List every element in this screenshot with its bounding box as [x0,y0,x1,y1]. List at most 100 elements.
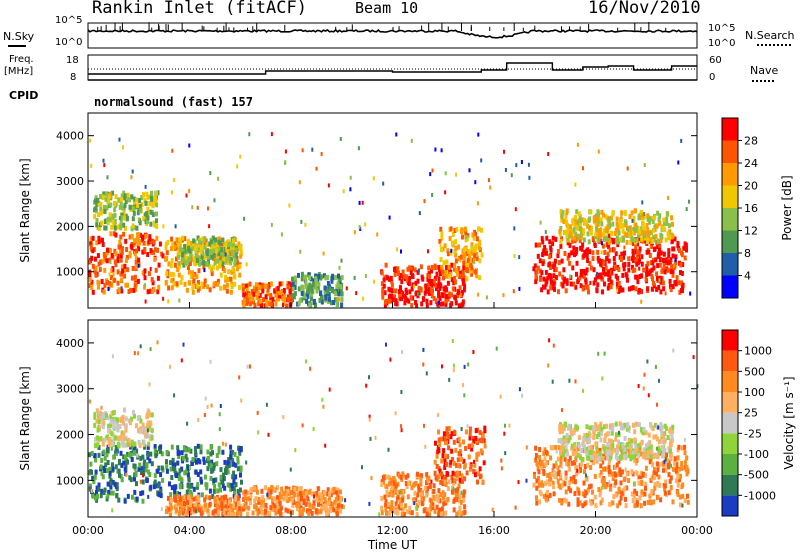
data-cell [152,484,156,490]
data-cell [324,295,328,301]
data-cell [639,451,643,457]
data-cell [620,451,624,457]
data-cell [391,492,395,498]
data-cell [454,300,458,306]
data-cell [224,258,228,264]
data-cell [179,247,183,253]
data-cell [457,436,461,442]
scatter-cell [219,404,222,408]
data-cell [320,299,324,305]
data-cell [200,479,203,485]
data-cell [536,253,540,259]
scatter-cell [382,181,385,186]
scatter-cell [257,430,260,435]
data-cell [637,422,641,428]
data-cell [236,466,240,472]
data-cell [614,421,618,427]
data-cell [556,249,560,254]
data-cell [90,279,94,285]
scatter-cell [520,160,523,164]
data-cell [164,509,168,514]
data-cell [211,467,215,473]
data-cell [442,275,445,281]
data-cell [458,471,461,476]
data-cell [94,265,98,271]
data-cell [169,508,173,513]
data-cell [397,473,401,479]
data-cell [132,450,136,456]
data-cell [122,231,126,237]
scatter-cell [203,268,206,273]
data-cell [544,461,548,467]
data-cell [279,494,283,500]
data-cell [627,261,631,267]
data-cell [657,216,661,222]
data-cell [637,236,640,242]
data-cell [139,465,143,471]
data-cell [656,244,660,249]
data-cell [174,256,178,262]
data-cell [103,282,107,288]
data-cell [446,431,450,437]
scatter-cell [358,225,361,230]
data-cell [598,492,602,498]
data-cell [645,223,649,228]
data-cell [203,497,207,503]
data-cell [610,430,614,436]
scatter-cell [270,222,273,227]
data-cell [648,253,652,258]
data-cell [141,234,145,240]
data-cell [439,511,443,517]
data-cell [428,482,432,488]
data-cell [442,431,446,437]
data-cell [647,446,651,452]
data-cell [230,284,234,289]
data-cell [652,257,655,263]
scatter-cell [474,180,477,185]
data-cell [552,273,556,279]
data-cell [380,281,384,287]
data-cell [232,253,236,259]
data-cell [223,268,227,274]
data-cell [458,509,462,515]
data-cell [672,466,675,472]
data-cell [556,253,560,259]
data-cell [611,500,615,506]
data-cell [119,474,123,479]
data-cell [399,474,403,480]
data-cell [185,244,189,250]
data-cell [209,451,213,457]
data-cell [101,208,105,214]
data-cell [425,472,429,478]
data-cell [119,197,123,203]
data-cell [632,258,635,264]
data-cell [157,284,161,290]
data-cell [603,271,607,277]
data-cell [653,467,656,473]
data-cell [623,262,627,267]
data-cell [566,240,570,246]
data-cell [419,476,423,482]
data-cell [655,471,658,477]
data-cell [469,262,473,268]
data-cell [172,272,176,278]
data-cell [606,455,610,461]
data-cell [266,291,270,296]
data-cell [668,428,672,434]
scatter-cell [378,512,381,517]
colorbar-frame [721,329,739,517]
scatter-cell [320,152,323,156]
data-cell [419,491,423,497]
data-cell [437,445,440,450]
data-cell [182,262,186,268]
scatter-cell [626,166,629,171]
data-cell [644,465,648,471]
data-cell [235,511,239,517]
data-cell [426,507,430,513]
data-cell [627,448,631,454]
data-cell [408,289,412,295]
data-cell [326,274,330,280]
data-cell [282,287,286,293]
scatter-cell [228,499,231,504]
